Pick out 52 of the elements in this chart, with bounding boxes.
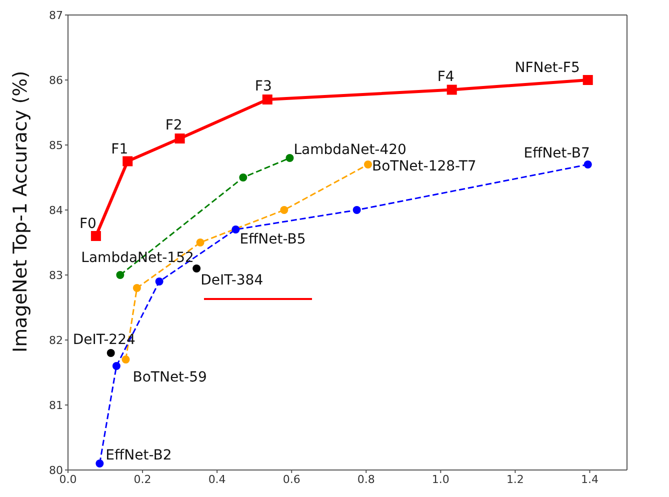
annotation: F4 bbox=[437, 68, 454, 85]
point bbox=[584, 160, 592, 168]
point bbox=[106, 349, 115, 357]
annotation: F2 bbox=[165, 118, 182, 134]
annotation: NFNet-F5 bbox=[514, 60, 580, 76]
y-tick-label: 84 bbox=[49, 204, 63, 217]
point bbox=[280, 206, 288, 214]
annotation: EffNet-B7 bbox=[524, 146, 590, 162]
y-tick-label: 81 bbox=[49, 398, 63, 412]
annotation: F0 bbox=[79, 216, 96, 232]
point bbox=[116, 271, 124, 279]
point bbox=[232, 226, 240, 234]
y-tick-label: 87 bbox=[49, 8, 63, 22]
y-tick-label: 85 bbox=[49, 138, 63, 152]
annotation: BoTNet-59 bbox=[132, 370, 207, 386]
point bbox=[96, 460, 104, 468]
x-tick-label: 0.0 bbox=[59, 472, 77, 486]
point bbox=[155, 278, 164, 286]
y-axis-title: ImageNet Top-1 Accuracy (%) bbox=[10, 70, 32, 352]
point bbox=[352, 206, 361, 214]
point bbox=[122, 356, 130, 364]
point bbox=[122, 156, 133, 166]
point bbox=[364, 160, 372, 168]
annotation: DeIT-384 bbox=[200, 272, 264, 288]
point bbox=[446, 84, 457, 95]
x-tick-label: 0.2 bbox=[134, 472, 152, 486]
annotation: DeIT-224 bbox=[72, 332, 136, 348]
point bbox=[112, 362, 120, 370]
point bbox=[196, 238, 204, 246]
point bbox=[192, 264, 201, 272]
annotation: F1 bbox=[111, 141, 128, 158]
x-tick-label: 1.4 bbox=[580, 472, 598, 486]
x-tick-label: 0.6 bbox=[282, 472, 300, 486]
x-tick-label: 1.2 bbox=[506, 472, 524, 486]
point bbox=[90, 231, 101, 241]
point bbox=[262, 94, 272, 104]
x-tick-label: 0.8 bbox=[357, 472, 375, 486]
y-tick-label: 83 bbox=[49, 268, 63, 282]
x-tick-label: 1.0 bbox=[432, 472, 450, 486]
annotation: LambdaNet-420 bbox=[294, 142, 406, 158]
point bbox=[239, 174, 248, 182]
annotation: EffNet-B2 bbox=[106, 448, 172, 464]
point bbox=[582, 75, 593, 85]
x-tick-label: 0.4 bbox=[208, 472, 226, 486]
annotation: F3 bbox=[254, 78, 272, 94]
point bbox=[286, 154, 294, 162]
y-tick-label: 86 bbox=[49, 74, 63, 87]
annotation: EffNet-B5 bbox=[240, 232, 306, 248]
point bbox=[174, 134, 185, 144]
point bbox=[132, 284, 141, 292]
y-tick-label: 82 bbox=[49, 334, 63, 347]
annotation: BoTNet-128-T7 bbox=[372, 158, 476, 174]
